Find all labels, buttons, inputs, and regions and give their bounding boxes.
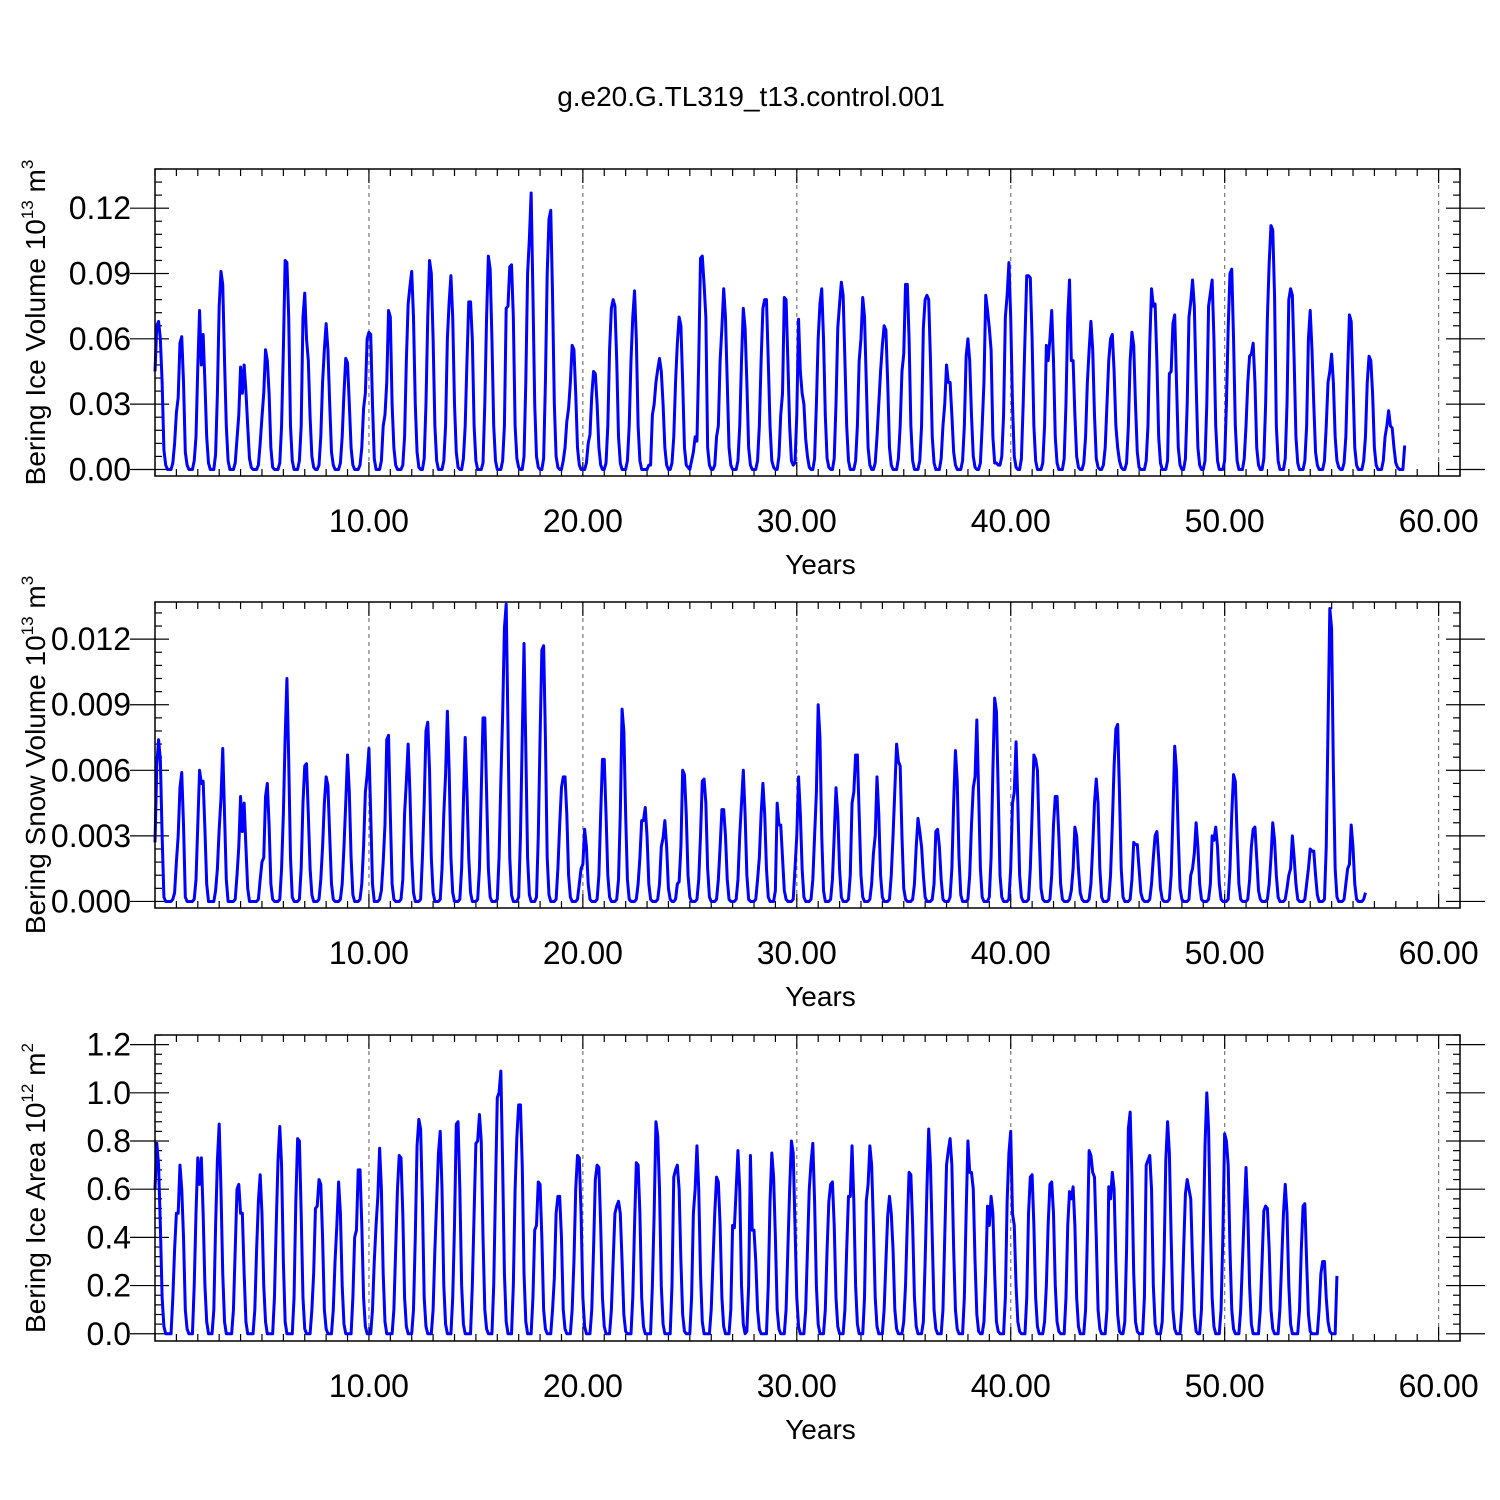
y-tick-label: 0.4 — [87, 1219, 131, 1255]
series-line — [153, 602, 1367, 903]
y-tick-label: 0.003 — [51, 818, 131, 854]
x-tick-label: 20.00 — [543, 1368, 623, 1404]
y-axis-label-superscript: 13 — [18, 200, 37, 219]
x-tick-label: 10.00 — [329, 935, 409, 971]
x-tick-label: 40.00 — [971, 935, 1051, 971]
x-tick-label: 60.00 — [1399, 935, 1479, 971]
plot-frame — [154, 1034, 1461, 1342]
x-tick-label: 40.00 — [971, 503, 1051, 539]
chart-panel-1: 0.00 0.03 0.06 0.09 0.12 10.00 20.00 30.00 40.00… — [18, 160, 1485, 580]
y-tick-label: 0.06 — [69, 321, 131, 357]
y-tick-label: 0.2 — [87, 1268, 131, 1304]
y-axis-label-superscript: 12 — [18, 1084, 37, 1103]
y-tick-label: 0.09 — [69, 256, 131, 292]
series-line — [153, 191, 1407, 471]
y-tick-label: 0.000 — [51, 883, 131, 919]
y-axis-label-text: Bering Ice Volume 10 — [20, 219, 51, 485]
x-tick-label: 30.00 — [757, 935, 837, 971]
x-tick-label: 20.00 — [543, 503, 623, 539]
x-tick-label: 50.00 — [1185, 503, 1265, 539]
y-axis-label: Bering Snow Volume 1013 m3 — [18, 576, 51, 934]
x-tick-label: 30.00 — [757, 1368, 837, 1404]
x-axis-label: Years — [785, 981, 856, 1012]
x-tick-label: 10.00 — [329, 503, 409, 539]
x-axis-label: Years — [785, 1414, 856, 1445]
y-axis-label-superscript: 13 — [18, 616, 37, 635]
y-tick-label: 1.0 — [87, 1075, 131, 1111]
plot-frame — [154, 601, 1461, 909]
y-tick-label: 0.03 — [69, 386, 131, 422]
y-axis-label-superscript: 2 — [18, 1043, 37, 1052]
y-axis-label: Bering Ice Area 1012 m2 — [18, 1043, 51, 1333]
y-tick-label: 0.009 — [51, 687, 131, 723]
x-tick-label: 50.00 — [1185, 935, 1265, 971]
x-tick-label: 60.00 — [1399, 503, 1479, 539]
y-axis-label-superscript: 3 — [18, 160, 37, 169]
y-tick-label: 0.8 — [87, 1123, 131, 1159]
y-axis-label-text: Bering Ice Area 10 — [20, 1103, 51, 1333]
x-axis-label: Years — [785, 549, 856, 580]
chart-panel-3: 0.0 0.2 0.4 0.6 0.8 1.0 1.2 10.00 20.00 30.00 40.0… — [18, 1027, 1485, 1445]
x-tick-label: 10.00 — [329, 1368, 409, 1404]
x-tick-label: 30.00 — [757, 503, 837, 539]
y-axis-label-text: Bering Snow Volume 10 — [20, 635, 51, 934]
y-tick-label: 0.6 — [87, 1171, 131, 1207]
y-axis-label-superscript: 3 — [18, 576, 37, 585]
y-tick-label: 1.2 — [87, 1027, 131, 1063]
y-tick-label: 0.00 — [69, 451, 131, 487]
y-axis-label-text: m — [20, 1053, 51, 1084]
y-axis-label-text: m — [20, 585, 51, 616]
chart-panel-2: 0.000 0.003 0.006 0.009 0.012 10.00 20.00 30.00… — [18, 576, 1485, 1012]
y-tick-label: 0.12 — [69, 190, 131, 226]
x-tick-label: 60.00 — [1399, 1368, 1479, 1404]
y-tick-label: 0.006 — [51, 752, 131, 788]
y-tick-label: 0.012 — [51, 621, 131, 657]
plot-frame — [154, 168, 1461, 477]
figure-title: g.e20.G.TL319_t13.control.001 — [557, 81, 945, 112]
series-line — [153, 1069, 1339, 1336]
x-tick-label: 50.00 — [1185, 1368, 1265, 1404]
x-tick-label: 20.00 — [543, 935, 623, 971]
y-tick-label: 0.0 — [87, 1316, 131, 1352]
y-axis-label: Bering Ice Volume 1013 m3 — [18, 160, 51, 486]
y-axis-label-text: m — [20, 169, 51, 200]
x-tick-label: 40.00 — [971, 1368, 1051, 1404]
